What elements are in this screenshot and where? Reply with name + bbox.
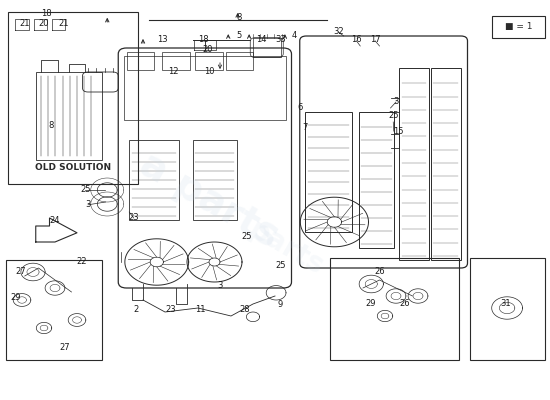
Text: 33: 33	[275, 36, 286, 44]
Text: 10: 10	[204, 68, 214, 76]
Text: 3: 3	[85, 200, 91, 209]
Text: 11: 11	[195, 306, 206, 314]
Text: OLD SOLUTION: OLD SOLUTION	[35, 163, 111, 172]
Text: 14: 14	[256, 36, 267, 44]
Text: 18: 18	[198, 36, 209, 44]
Text: 20: 20	[39, 19, 50, 28]
Text: 22: 22	[76, 258, 87, 266]
Text: ■ = 1: ■ = 1	[505, 22, 532, 32]
Text: 3: 3	[217, 282, 223, 290]
Text: 23: 23	[165, 306, 176, 314]
Text: 7: 7	[302, 124, 308, 132]
Text: 13: 13	[157, 36, 168, 44]
Text: 2: 2	[134, 306, 139, 314]
Text: 6: 6	[297, 104, 302, 112]
Text: 29: 29	[365, 300, 376, 308]
Bar	[8, 12, 138, 184]
Text: 21: 21	[19, 19, 30, 28]
Bar	[129, 140, 179, 220]
Bar	[492, 16, 544, 38]
Text: 18: 18	[41, 10, 52, 18]
Bar	[192, 140, 236, 220]
Text: 24: 24	[50, 216, 60, 225]
Text: 5: 5	[236, 32, 242, 40]
Text: 25: 25	[275, 262, 286, 270]
Bar	[359, 112, 394, 248]
Text: 25: 25	[80, 186, 91, 194]
Bar	[6, 260, 102, 360]
Text: a parts: a parts	[133, 145, 285, 255]
Bar	[36, 72, 102, 160]
Text: 26: 26	[399, 300, 410, 308]
Text: 29: 29	[10, 294, 21, 302]
Bar	[226, 52, 253, 70]
Text: 32: 32	[333, 28, 344, 36]
Text: 21: 21	[58, 19, 69, 28]
Text: parts: parts	[244, 215, 328, 281]
Text: 23: 23	[128, 214, 139, 222]
Bar	[126, 52, 154, 70]
Text: 25: 25	[388, 112, 399, 120]
Text: 8: 8	[236, 14, 242, 22]
Text: 27: 27	[59, 344, 70, 352]
Text: 12: 12	[168, 68, 179, 76]
Bar	[305, 112, 352, 232]
Bar	[124, 56, 286, 120]
Bar	[399, 68, 429, 260]
Bar	[470, 258, 544, 360]
Text: 17: 17	[370, 36, 381, 44]
Text: 8: 8	[48, 122, 53, 130]
Text: 31: 31	[500, 300, 512, 308]
Text: 25: 25	[241, 232, 252, 241]
Text: 20: 20	[202, 46, 213, 54]
Bar	[330, 258, 459, 360]
Bar	[195, 52, 223, 70]
Bar	[431, 68, 461, 260]
Text: 15: 15	[393, 127, 404, 136]
Text: 3: 3	[393, 98, 399, 106]
Bar	[162, 52, 190, 70]
Text: 4: 4	[292, 32, 297, 40]
Text: 16: 16	[351, 36, 362, 44]
Text: 27: 27	[15, 268, 26, 276]
Text: 9: 9	[278, 300, 283, 309]
Text: 28: 28	[239, 306, 250, 314]
Text: 26: 26	[374, 268, 385, 276]
